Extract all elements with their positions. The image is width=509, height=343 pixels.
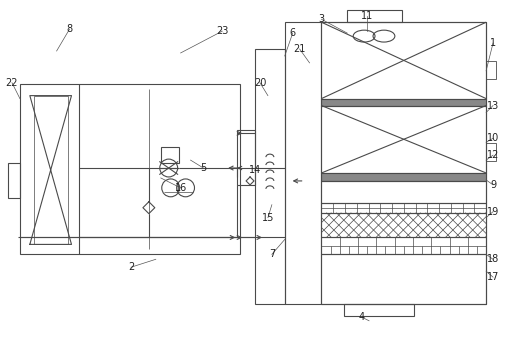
Text: 15: 15 bbox=[261, 213, 273, 223]
Bar bbox=[20, 84, 240, 254]
Bar bbox=[485, 61, 495, 79]
Bar bbox=[321, 22, 485, 98]
Bar bbox=[160, 147, 178, 163]
Bar bbox=[284, 22, 485, 304]
Text: 23: 23 bbox=[216, 26, 228, 36]
Bar bbox=[347, 10, 401, 22]
Text: 11: 11 bbox=[360, 11, 373, 21]
Text: 3: 3 bbox=[318, 14, 324, 24]
Text: 4: 4 bbox=[357, 312, 363, 322]
Text: 10: 10 bbox=[486, 133, 498, 143]
Bar bbox=[321, 254, 485, 304]
Text: 22: 22 bbox=[6, 78, 18, 88]
Bar bbox=[8, 163, 20, 198]
Text: 20: 20 bbox=[253, 78, 266, 88]
Bar bbox=[321, 173, 485, 181]
Text: 6: 6 bbox=[289, 28, 295, 38]
Text: 16: 16 bbox=[174, 183, 186, 193]
Text: 12: 12 bbox=[486, 150, 498, 160]
Bar bbox=[321, 181, 485, 203]
Text: 21: 21 bbox=[293, 44, 305, 54]
Text: 14: 14 bbox=[248, 165, 261, 175]
Text: 2: 2 bbox=[128, 262, 134, 272]
Bar bbox=[321, 106, 485, 173]
Bar bbox=[321, 237, 485, 254]
Text: 17: 17 bbox=[486, 272, 498, 282]
Bar bbox=[321, 98, 485, 106]
Bar bbox=[321, 203, 485, 213]
Text: 18: 18 bbox=[486, 254, 498, 264]
Text: 5: 5 bbox=[200, 163, 206, 173]
Bar bbox=[254, 49, 284, 304]
Text: 7: 7 bbox=[268, 249, 274, 259]
Bar bbox=[34, 96, 67, 245]
Bar bbox=[321, 213, 485, 237]
Text: 8: 8 bbox=[66, 24, 72, 34]
Bar bbox=[237, 130, 254, 185]
Text: 19: 19 bbox=[486, 207, 498, 217]
Text: 9: 9 bbox=[489, 180, 495, 190]
Bar bbox=[485, 143, 495, 161]
Text: 1: 1 bbox=[489, 38, 495, 48]
Text: 13: 13 bbox=[486, 100, 498, 110]
Bar bbox=[344, 304, 413, 316]
